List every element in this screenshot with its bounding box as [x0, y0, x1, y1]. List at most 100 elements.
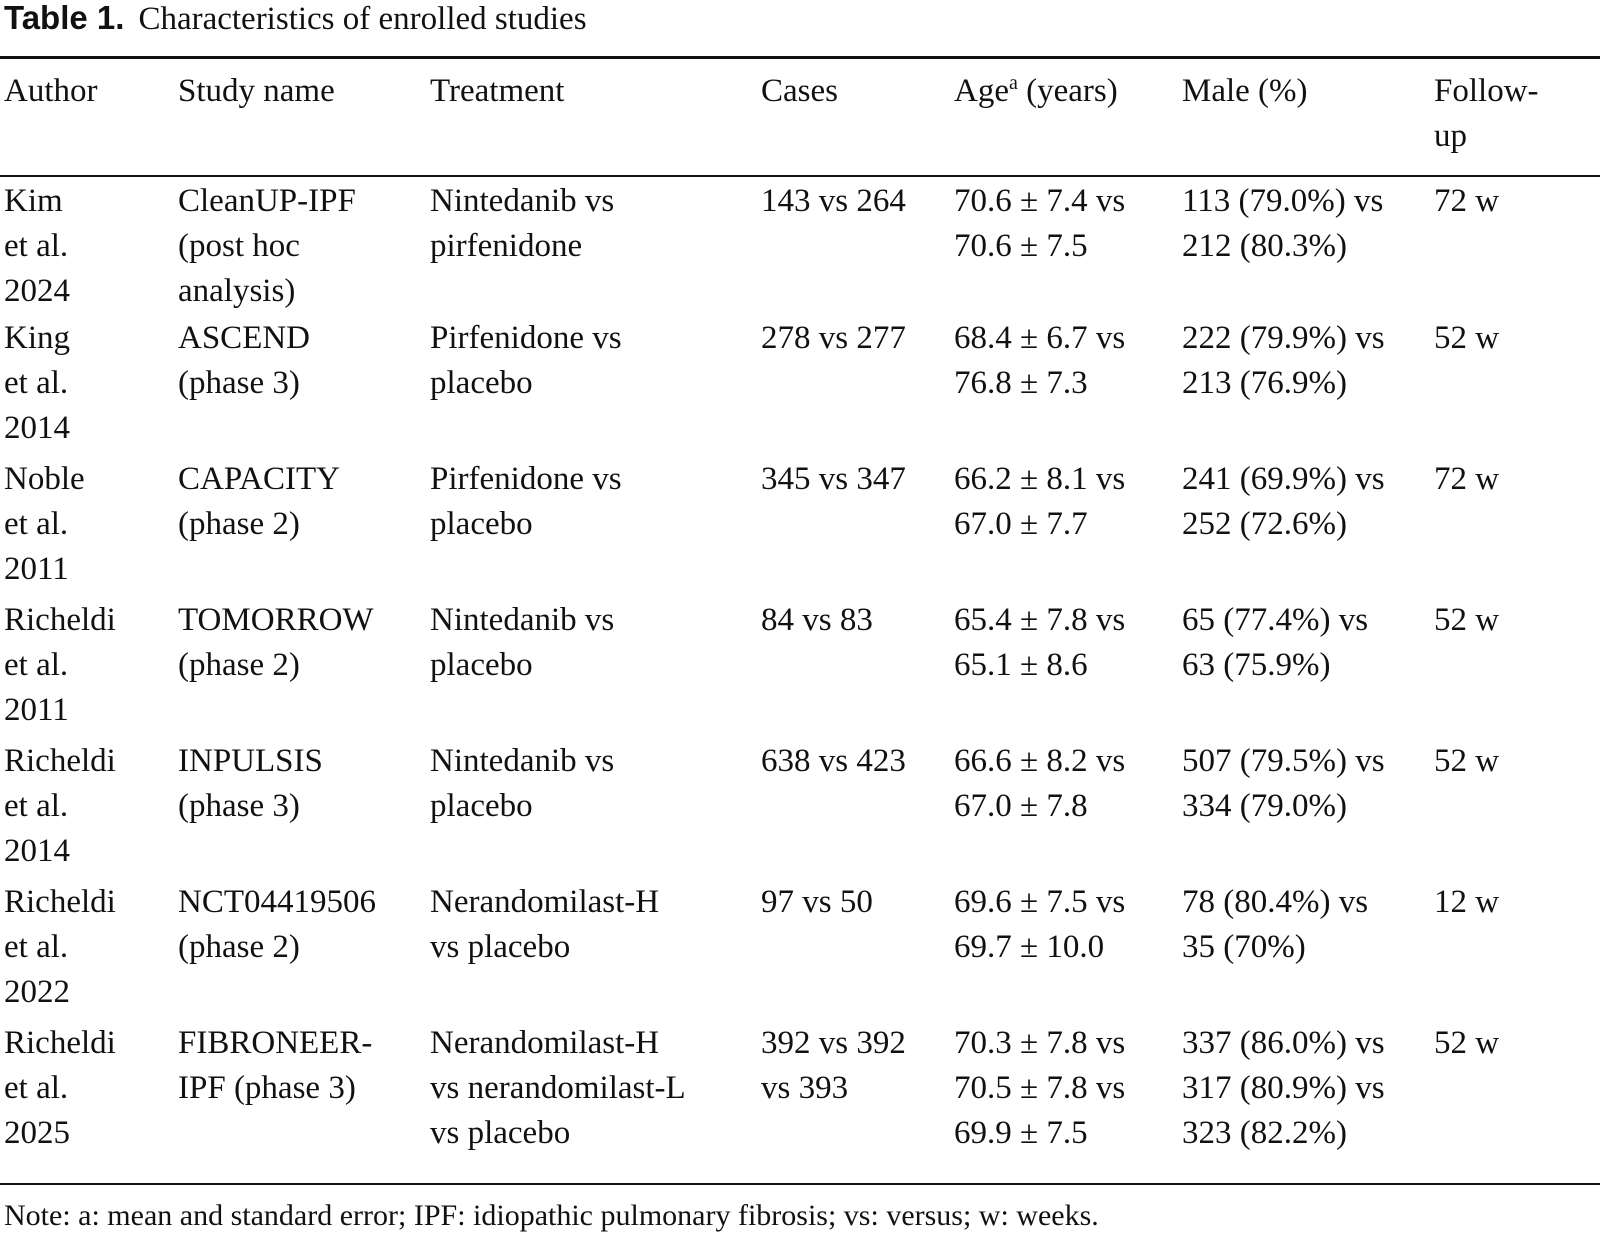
cell-age: 69.6 ± 7.5 vs 69.7 ± 10.0	[950, 880, 1178, 1021]
cell-line: 507 (79.5%) vs	[1182, 743, 1385, 779]
cell-line: vs nerandomilast-L	[430, 1070, 686, 1106]
cell-line: 12 w	[1434, 884, 1500, 920]
cell-study: NCT04419506 (phase 2)	[174, 880, 426, 1021]
cell-line: 222 (79.9%) vs	[1182, 320, 1385, 356]
cell-line: ASCEND	[178, 320, 311, 356]
cell-author: Richeldi et al. 2025	[0, 1021, 174, 1166]
cell-line: 2014	[4, 833, 70, 869]
cell-followup: 72 w	[1430, 457, 1600, 598]
age-header-unit: (years)	[1017, 73, 1118, 109]
header-rule	[0, 175, 1600, 177]
cell-line: 113 (79.0%) vs	[1182, 183, 1384, 219]
cell-line: Nintedanib vs	[430, 602, 615, 638]
cell-line: 52 w	[1434, 320, 1500, 356]
bottom-rule	[0, 1183, 1600, 1185]
cell-line: 2025	[4, 1115, 70, 1151]
cell-study: CleanUP-IPF (post hoc analysis)	[174, 175, 426, 316]
age-header-label: Age	[954, 73, 1009, 109]
cell-line: (post hoc	[178, 228, 300, 264]
cell-line: 35 (70%)	[1182, 929, 1306, 965]
cell-line: 2024	[4, 273, 70, 309]
cell-line: Nerandomilast-H	[430, 1025, 660, 1061]
cell-male: 113 (79.0%) vs 212 (80.3%)	[1178, 175, 1430, 316]
cell-line: 2022	[4, 974, 70, 1010]
cell-male: 337 (86.0%) vs 317 (80.9%) vs 323 (82.2%)	[1178, 1021, 1430, 1166]
cell-line: 323 (82.2%)	[1182, 1115, 1347, 1151]
cell-age: 66.2 ± 8.1 vs 67.0 ± 7.7	[950, 457, 1178, 598]
cell-line: 69.6 ± 7.5 vs	[954, 884, 1126, 920]
cell-line: 241 (69.9%) vs	[1182, 461, 1385, 497]
cell-treatment: Nerandomilast-H vs nerandomilast-L vs plac…	[426, 1021, 757, 1166]
cell-line: Kim	[4, 183, 63, 219]
cell-line: Richeldi	[4, 743, 116, 779]
cell-line: 72 w	[1434, 461, 1500, 497]
cell-line: NCT04419506	[178, 884, 376, 920]
cell-line: 69.7 ± 10.0	[954, 929, 1105, 965]
cell-line: TOMORROW	[178, 602, 374, 638]
cell-line: Nintedanib vs	[430, 743, 615, 779]
cell-line: 63 (75.9%)	[1182, 647, 1331, 683]
cell-author: Noble et al. 2011	[0, 457, 174, 598]
cell-line: et al.	[4, 1070, 69, 1106]
table-row: Richeldi et al. 2025 FIBRONEER- IPF (phase 3…	[0, 1021, 1600, 1166]
top-rule	[0, 56, 1600, 59]
cell-author: Richeldi et al. 2022	[0, 880, 174, 1021]
cell-followup: 52 w	[1430, 316, 1600, 457]
cell-line: 72 w	[1434, 183, 1500, 219]
cell-line: 2014	[4, 410, 70, 446]
cell-followup: 52 w	[1430, 739, 1600, 880]
col-header-male: Male (%)	[1182, 73, 1308, 109]
cell-line: 52 w	[1434, 743, 1500, 779]
cell-line: 392 vs 392	[761, 1025, 906, 1061]
followup-header-line: Follow-	[1434, 73, 1539, 109]
table-row: Richeldi et al. 2022 NCT04419506 (phase 2) Ne…	[0, 880, 1600, 1021]
cell-age: 66.6 ± 8.2 vs 67.0 ± 7.8	[950, 739, 1178, 880]
cell-line: 70.6 ± 7.4 vs	[954, 183, 1126, 219]
cell-line: 213 (76.9%)	[1182, 365, 1347, 401]
cell-line: et al.	[4, 788, 69, 824]
cell-cases: 278 vs 277	[757, 316, 950, 457]
cell-line: placebo	[430, 365, 533, 401]
cell-author: Kim et al. 2024	[0, 175, 174, 316]
cell-line: (phase 2)	[178, 647, 300, 683]
cell-line: analysis)	[178, 273, 296, 309]
cell-line: 68.4 ± 6.7 vs	[954, 320, 1126, 356]
cell-line: Pirfenidone vs	[430, 320, 622, 356]
age-footnote-marker: a	[1008, 72, 1018, 94]
cell-line: 66.6 ± 8.2 vs	[954, 743, 1126, 779]
cell-line: (phase 3)	[178, 788, 300, 824]
cell-line: CAPACITY	[178, 461, 340, 497]
table-title: Characteristics of enrolled studies	[138, 1, 587, 37]
cell-age: 68.4 ± 6.7 vs 76.8 ± 7.3	[950, 316, 1178, 457]
table-label: Table 1.	[4, 0, 125, 36]
cell-line: IPF (phase 3)	[178, 1070, 356, 1106]
table-row: Richeldi et al. 2011 TOMORROW (phase 2) Ninte…	[0, 598, 1600, 739]
cell-author: Richeldi et al. 2011	[0, 598, 174, 739]
cell-male: 222 (79.9%) vs 213 (76.9%)	[1178, 316, 1430, 457]
cell-treatment: Pirfenidone vs placebo	[426, 316, 757, 457]
col-header-age: Agea (years)	[950, 69, 1178, 175]
cell-line: et al.	[4, 929, 69, 965]
cell-cases: 143 vs 264	[757, 175, 950, 316]
cell-treatment: Nintedanib vs placebo	[426, 598, 757, 739]
cell-male: 65 (77.4%) vs 63 (75.9%)	[1178, 598, 1430, 739]
cell-cases: 345 vs 347	[757, 457, 950, 598]
cell-male: 507 (79.5%) vs 334 (79.0%)	[1178, 739, 1430, 880]
cell-line: 212 (80.3%)	[1182, 228, 1347, 264]
cell-line: Noble	[4, 461, 85, 497]
cell-line: 317 (80.9%) vs	[1182, 1070, 1385, 1106]
cell-cases: 97 vs 50	[757, 880, 950, 1021]
cell-line: (phase 3)	[178, 365, 300, 401]
cell-line: 345 vs 347	[761, 461, 906, 497]
cell-line: Pirfenidone vs	[430, 461, 622, 497]
cell-author: King et al. 2014	[0, 316, 174, 457]
cell-line: Nintedanib vs	[430, 183, 615, 219]
cell-cases: 392 vs 392 vs 393	[757, 1021, 950, 1166]
cell-line: vs placebo	[430, 1115, 571, 1151]
cell-line: (phase 2)	[178, 929, 300, 965]
table-body: Kim et al. 2024 CleanUP-IPF (post hoc analysi…	[0, 175, 1600, 1166]
cell-line: placebo	[430, 788, 533, 824]
cell-line: pirfenidone	[430, 228, 583, 264]
cell-treatment: Nintedanib vs placebo	[426, 739, 757, 880]
cell-line: et al.	[4, 228, 69, 264]
